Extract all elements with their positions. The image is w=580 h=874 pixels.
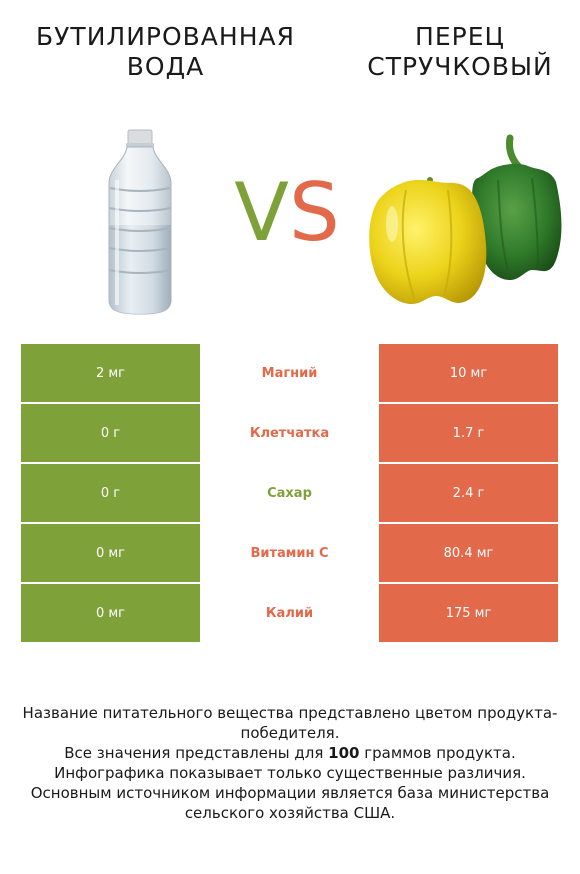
footer-text: граммов продукта. [359, 744, 516, 762]
nutrient-name-cell: Магний [200, 344, 379, 402]
bell-peppers-image [360, 120, 570, 320]
vs-v-letter: V [234, 166, 289, 259]
nutrient-comparison-table: 2 мг Магний 10 мг 0 г Клетчатка 1.7 г 0 … [21, 344, 558, 644]
table-row: 0 мг Витамин C 80.4 мг [21, 524, 558, 584]
table-row: 0 г Сахар 2.4 г [21, 464, 558, 524]
nutrient-name-cell: Сахар [200, 464, 379, 522]
footer-line-winner-color: Название питательного вещества представл… [22, 704, 558, 742]
nutrient-name-cell: Витамин C [200, 524, 379, 582]
nutrient-name-cell: Калий [200, 584, 379, 642]
table-row: 2 мг Магний 10 мг [21, 344, 558, 404]
water-bottle-image [95, 120, 185, 320]
table-row: 0 г Клетчатка 1.7 г [21, 404, 558, 464]
vs-s-letter: S [288, 166, 340, 259]
vs-label: VS [222, 168, 352, 258]
footer-line-per-100g: Все значения представлены для 100 граммо… [20, 743, 560, 763]
footer-line-significant-diff: Инфографика показывает только существенн… [54, 764, 526, 782]
left-value-cell: 0 г [21, 464, 200, 522]
left-value-cell: 0 мг [21, 524, 200, 582]
right-value-cell: 1.7 г [379, 404, 558, 462]
footer-line-source: Основным источником информации является … [30, 784, 550, 822]
left-value-cell: 2 мг [21, 344, 200, 402]
left-value-cell: 0 мг [21, 584, 200, 642]
right-value-cell: 175 мг [379, 584, 558, 642]
right-value-cell: 10 мг [379, 344, 558, 402]
left-product-title: БУТИЛИРОВАННАЯ ВОДА [36, 22, 295, 81]
right-value-cell: 80.4 мг [379, 524, 558, 582]
nutrient-name-cell: Клетчатка [200, 404, 379, 462]
right-product-title: ПЕРЕЦ СТРУЧКОВЫЙ [367, 22, 553, 81]
footer-notes: Название питательного вещества представл… [20, 703, 560, 823]
left-value-cell: 0 г [21, 404, 200, 462]
footer-text: Все значения представлены для [64, 744, 329, 762]
table-row: 0 мг Калий 175 мг [21, 584, 558, 644]
footer-bold-number: 100 [328, 744, 360, 762]
right-value-cell: 2.4 г [379, 464, 558, 522]
